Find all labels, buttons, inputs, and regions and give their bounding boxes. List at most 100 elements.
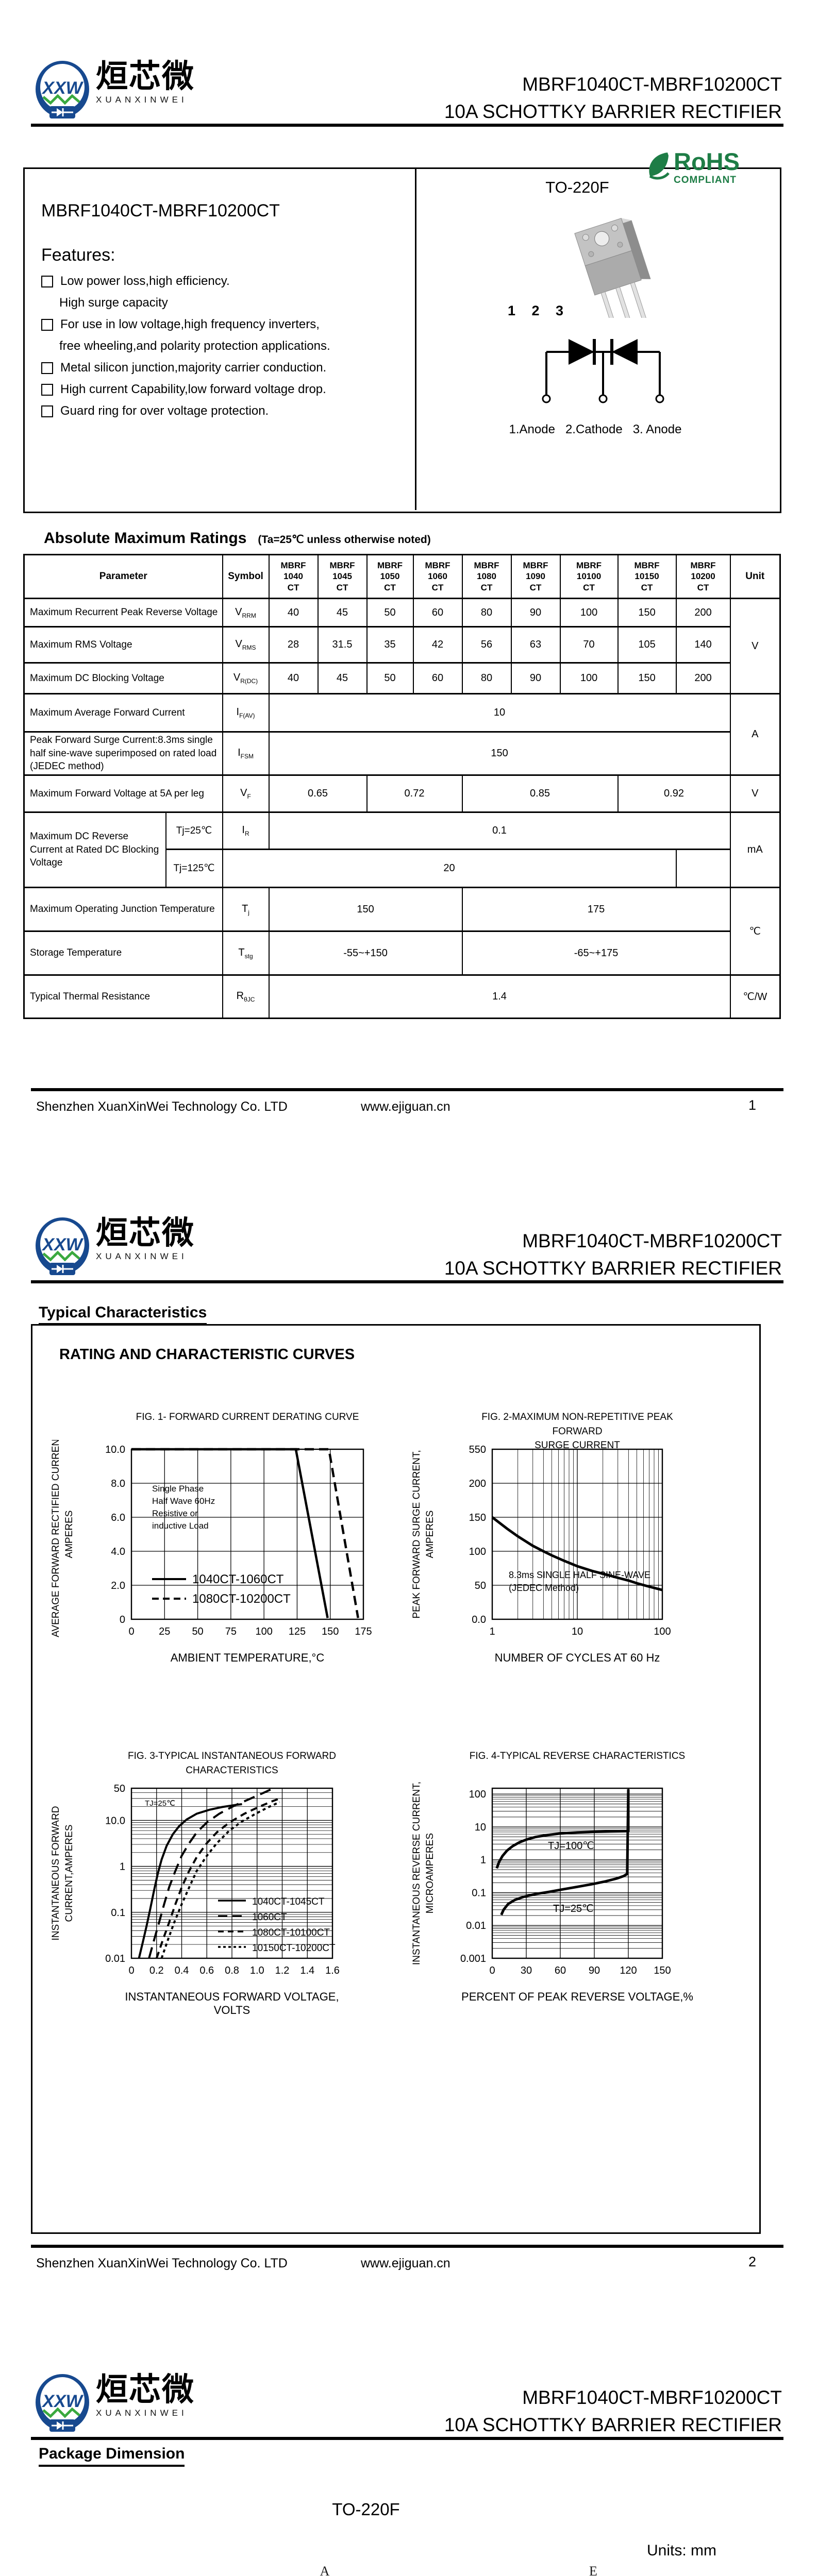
y-tick-label: 10.0 xyxy=(105,1815,125,1826)
table-cell: 50 xyxy=(366,662,414,694)
y-tick-label: 10 xyxy=(475,1822,486,1833)
section-title: Package Dimension xyxy=(39,2445,185,2467)
logo-chinese-name: 烜芯微 xyxy=(96,1215,195,1251)
ratings-heading: Absolute Maximum Ratings (Ta=25℃ unless … xyxy=(44,530,431,547)
ratings-title: Absolute Maximum Ratings xyxy=(44,530,247,547)
x-tick-label: 175 xyxy=(355,1626,372,1637)
figure-title-line: CHARACTERISTICS xyxy=(186,1765,278,1776)
data-series xyxy=(500,1789,630,1916)
company-logo: XXW 烜芯微 XUANXINWEI xyxy=(34,60,195,121)
symbol-cell: IR xyxy=(222,811,270,850)
feature-text: For use in low voltage,high frequency in… xyxy=(60,317,320,331)
fig1-title: FIG. 1- FORWARD CURRENT DERATING CURVE xyxy=(98,1410,397,1440)
feature-item: Guard ring for over voltage protection. xyxy=(41,404,330,426)
y-tick-label: 200 xyxy=(469,1478,486,1489)
symbol-cell: IFSM xyxy=(222,731,270,776)
table-cell: Maximum DC Reverse Current at Rated DC B… xyxy=(23,811,166,888)
x-tick-label: 10 xyxy=(572,1626,583,1637)
table-cell: 100 xyxy=(559,662,619,694)
package-3d-image xyxy=(574,218,651,318)
fig1-chart: 0 25 50 75 100 125 150 175 0 2.0 4.0 6.0 8.0 10.0 Sing… xyxy=(51,1431,372,1664)
data-series xyxy=(131,1448,359,1618)
table-cell: Tj=125℃ xyxy=(165,849,223,888)
dim-label-A: A xyxy=(320,2564,330,2576)
feature-text: Low power loss,high efficiency. xyxy=(60,274,230,288)
x-tick-label: 1.0 xyxy=(250,1965,264,1976)
y-tick-label: 0 xyxy=(120,1614,125,1625)
table-cell: 42 xyxy=(412,626,463,664)
fig3-title: FIG. 3-TYPICAL INSTANTANEOUS FORWARD CHAR… xyxy=(98,1749,366,1779)
section-title: Typical Characteristics xyxy=(39,1304,207,1325)
table-cell: Maximum Operating Junction Temperature xyxy=(23,887,223,932)
col-header-device: MBRF 1090 CT xyxy=(510,554,561,599)
col-header-device: MBRF 1080 CT xyxy=(461,554,512,599)
footer-company: Shenzhen XuanXinWei Technology Co. LTD xyxy=(36,2256,288,2270)
symbol-cell: VF xyxy=(222,774,270,813)
figure-fig2: FIG. 2-MAXIMUM NON-REPETITIVE PEAK FORWA… xyxy=(397,1410,737,1689)
overview-divider xyxy=(415,167,416,510)
table-cell: mA xyxy=(729,811,781,888)
header-rule xyxy=(31,2437,783,2440)
y-tick-label: 1 xyxy=(120,1861,125,1873)
table-cell: 0.65 xyxy=(268,774,368,813)
ratings-table-wrap: Parameter Symbol MBRF 1040 CT MBRF 1045 CT MBRF 1… xyxy=(23,554,781,1019)
legend-label: 1040CT-1045CT xyxy=(252,1896,325,1907)
doc-title: MBRF1040CT-MBRF10200CT 10A SCHOTTKY BARR… xyxy=(444,1230,782,1279)
table-cell: 35 xyxy=(366,626,414,664)
x-tick-label: 150 xyxy=(322,1626,339,1637)
col-header-device: MBRF 10100 CT xyxy=(559,554,619,599)
annotation: inductive Load xyxy=(152,1521,209,1531)
col-header-device: MBRF 1050 CT xyxy=(366,554,414,599)
x-tick-label: 0 xyxy=(489,1965,495,1976)
plot-border xyxy=(491,1448,663,1620)
feature-text: High current Capability,low forward volt… xyxy=(60,382,326,396)
logo-chinese-name: 烜芯微 xyxy=(96,59,195,94)
x-tick-label: 100 xyxy=(654,1626,671,1637)
page-number: 1 xyxy=(748,1097,756,1113)
x-axis-label: VOLTS xyxy=(214,2004,251,2016)
table-cell: Maximum RMS Voltage xyxy=(23,626,223,664)
y-tick-label: 0.01 xyxy=(466,1920,486,1931)
part-range: MBRF1040CT-MBRF10200CT xyxy=(41,201,280,221)
annotation: TJ=25℃ xyxy=(553,1903,594,1914)
table-cell: 150 xyxy=(268,731,731,776)
ratings-table: Parameter Symbol MBRF 1040 CT MBRF 1045 CT MBRF 1… xyxy=(23,554,781,1019)
package-name: TO-220F xyxy=(332,2500,400,2519)
header-rule xyxy=(31,1280,783,1283)
table-row: Maximum RMS Voltage VRMS 28 31.5 35 42 56 63 70 1… xyxy=(23,626,780,664)
table-row: Maximum DC Blocking Voltage VR(DC) 40 45 50 6… xyxy=(23,662,780,694)
annotation: (JEDEC Method) xyxy=(509,1583,579,1593)
svg-text:XXW: XXW xyxy=(41,1235,84,1255)
col-header-device: MBRF 1040 CT xyxy=(268,554,319,599)
plot-border xyxy=(491,1787,663,1959)
col-header-device: MBRF 1060 CT xyxy=(412,554,463,599)
pin-numbers: 1 2 3 xyxy=(508,303,570,318)
table-cell: 0.92 xyxy=(617,774,731,813)
x-tick-label: 90 xyxy=(589,1965,600,1976)
table-cell: 50 xyxy=(366,598,414,628)
table-cell: Storage Temperature xyxy=(23,930,223,976)
table-cell: 200 xyxy=(675,598,731,628)
logo-icon: XXW xyxy=(36,2374,89,2432)
company-logo: XXW 烜芯微 XUANXINWEI xyxy=(34,2373,195,2434)
y-tick-label: 10.0 xyxy=(105,1444,125,1455)
table-cell: 175 xyxy=(461,887,731,932)
curves-box-title: RATING AND CHARACTERISTIC CURVES xyxy=(59,1346,355,1363)
x-tick-label: 50 xyxy=(192,1626,203,1637)
rohs-text: RoHS xyxy=(674,148,740,175)
table-cell: 1.4 xyxy=(268,974,731,1019)
symbol-cell: Tj xyxy=(222,887,270,932)
y-tick-label: 0.01 xyxy=(105,1953,125,1964)
feature-text: free wheeling,and polarity protection ap… xyxy=(59,339,330,353)
x-tick-label: 0 xyxy=(128,1965,134,1976)
table-cell: Typical Thermal Resistance xyxy=(23,974,223,1019)
x-tick-label: 60 xyxy=(555,1965,566,1976)
x-tick-label: 150 xyxy=(654,1965,671,1976)
table-cell: 40 xyxy=(268,598,319,628)
table-cell: 0.85 xyxy=(461,774,619,813)
figure-title-line: FIG. 3-TYPICAL INSTANTANEOUS FORWARD xyxy=(128,1751,336,1761)
checkbox-icon xyxy=(41,319,53,331)
col-header-device: MBRF 10150 CT xyxy=(617,554,677,599)
y-tick-label: 4.0 xyxy=(111,1546,125,1557)
feature-item: Metal silicon junction,majority carrier … xyxy=(41,361,330,382)
